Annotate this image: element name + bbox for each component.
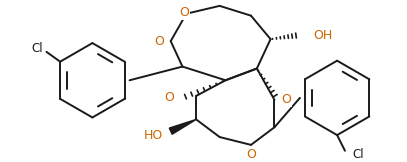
Polygon shape — [169, 119, 196, 134]
Text: Cl: Cl — [353, 148, 364, 161]
Text: OH: OH — [314, 29, 333, 42]
Text: O: O — [164, 91, 174, 104]
Text: HO: HO — [143, 129, 163, 142]
Text: O: O — [154, 35, 164, 48]
Text: O: O — [246, 148, 256, 161]
Text: O: O — [281, 93, 291, 106]
Text: Cl: Cl — [31, 42, 42, 55]
Text: O: O — [179, 6, 189, 19]
